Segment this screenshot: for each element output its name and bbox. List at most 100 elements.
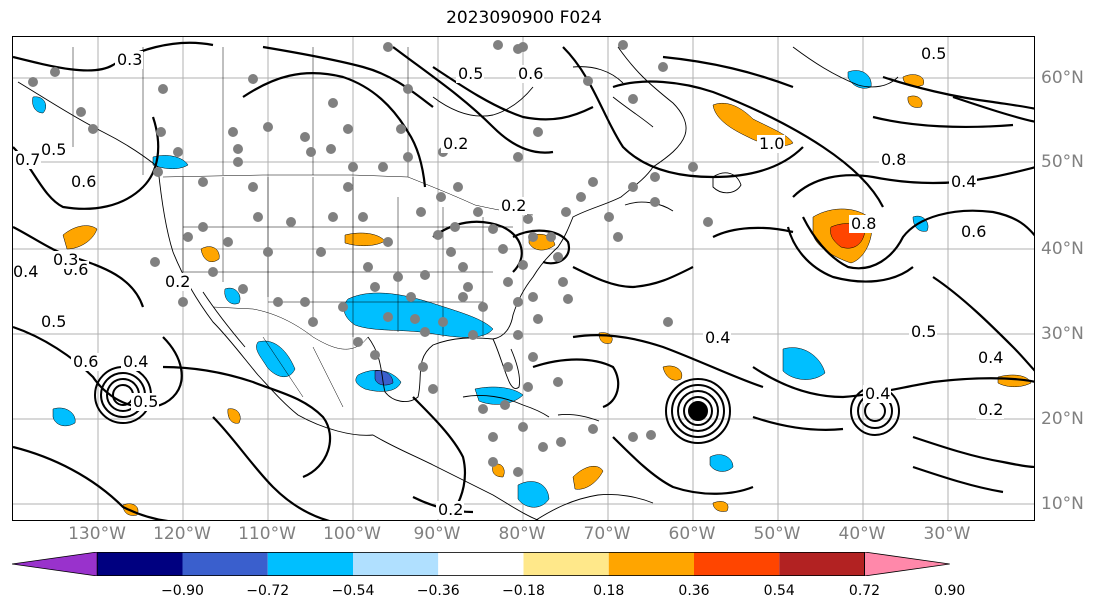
fill-cold-canada xyxy=(152,155,189,169)
coastlines xyxy=(17,46,899,520)
latitude-label: 60°N xyxy=(1041,68,1084,88)
contour-label: 0.2 xyxy=(438,500,463,519)
observation-marker xyxy=(363,262,373,272)
fill-warm-greenland2 xyxy=(907,95,923,108)
contour-label: 0.3 xyxy=(53,250,78,269)
fill-cold-mexico xyxy=(256,340,296,377)
longitude-labels: 130°W 120°W 110°W 100°W 90°W 80°W 70°W 60°W 50°W… xyxy=(12,524,1035,548)
observation-marker xyxy=(503,277,513,287)
contour-29 xyxy=(912,435,1034,469)
observation-marker xyxy=(316,247,326,257)
observation-marker xyxy=(553,252,563,262)
observation-marker xyxy=(76,107,86,117)
observation-marker xyxy=(383,312,393,322)
observation-marker xyxy=(618,40,628,50)
map-plot-area[interactable]: 0.3 0.6 0.5 0.7 0.6 0.3 0.4 0.2 0.5 0.6 0.5 0.2 0.4 0… xyxy=(12,36,1035,521)
observation-marker xyxy=(198,177,208,187)
longitude-label: 80°W xyxy=(498,524,546,544)
observation-marker xyxy=(410,314,420,324)
coast-cuba xyxy=(462,394,550,418)
observation-marker xyxy=(183,232,193,242)
observation-marker xyxy=(518,260,528,270)
contour-5 xyxy=(13,445,169,520)
observation-marker xyxy=(343,124,353,134)
latitude-label: 30°N xyxy=(1041,324,1084,344)
observation-marker xyxy=(518,422,528,432)
contour-27 xyxy=(752,366,1034,399)
colorbar-segment xyxy=(438,552,524,576)
observation-marker xyxy=(263,122,273,132)
contour-label-bg xyxy=(71,353,99,371)
contour-23 xyxy=(212,416,330,520)
observation-marker xyxy=(478,302,488,312)
contour-26 xyxy=(572,333,764,389)
observation-marker xyxy=(546,232,556,242)
observation-marker xyxy=(358,212,368,222)
contour-label-bg xyxy=(39,141,67,159)
observation-marker xyxy=(306,147,316,157)
observation-marker xyxy=(503,362,513,372)
observation-marker xyxy=(650,172,660,182)
coast-hispaniola xyxy=(557,414,600,422)
observation-marker xyxy=(428,384,438,394)
contour-label: 0.5 xyxy=(458,64,483,83)
observation-markers xyxy=(28,40,713,477)
colorbar-extend-min xyxy=(12,552,98,576)
contour-label: 1.0 xyxy=(759,134,784,153)
colorbar-segment xyxy=(694,552,780,576)
contour-label-bg xyxy=(976,401,1004,419)
contour-label-bg xyxy=(516,65,544,83)
observation-marker xyxy=(528,292,538,302)
colorbar-segment xyxy=(779,552,865,576)
fill-warm-pacific xyxy=(62,225,98,250)
observation-marker xyxy=(343,182,353,192)
coast-labrador xyxy=(612,96,654,128)
contour-label-bg xyxy=(13,151,41,169)
observation-marker xyxy=(328,98,338,108)
contour-label-bg xyxy=(849,215,877,233)
observation-marker xyxy=(513,152,523,162)
contour-label: 0.6 xyxy=(518,64,543,83)
coast-baja xyxy=(202,291,246,348)
observation-marker xyxy=(198,222,208,232)
observation-marker xyxy=(588,424,598,434)
coast-canada-east xyxy=(617,46,687,168)
longitude-label: 30°W xyxy=(923,524,971,544)
observation-marker xyxy=(513,297,523,307)
observation-marker xyxy=(453,182,463,192)
observation-marker xyxy=(533,314,543,324)
observation-marker xyxy=(396,124,406,134)
fill-warm-hurricane xyxy=(662,365,683,381)
contour-label: 0.5 xyxy=(41,140,66,159)
contour-label: 0.5 xyxy=(911,322,936,341)
colorbar-segment xyxy=(97,552,183,576)
contour-label: 0.6 xyxy=(961,222,986,241)
observation-marker xyxy=(403,84,413,94)
observation-marker xyxy=(458,292,468,302)
latitude-label: 20°N xyxy=(1041,409,1084,429)
observation-marker xyxy=(248,182,258,192)
colorbar-tick-label: −0.54 xyxy=(331,583,375,599)
observation-marker xyxy=(528,352,538,362)
observation-marker xyxy=(468,330,478,340)
observation-marker xyxy=(233,157,243,167)
contour-1 xyxy=(13,41,214,72)
colorbar-tick-label: 0.72 xyxy=(848,583,881,599)
observation-marker xyxy=(576,192,586,202)
observation-marker xyxy=(393,272,403,282)
coast-hudson xyxy=(432,86,534,117)
observation-marker xyxy=(248,74,258,84)
observation-marker xyxy=(523,214,533,224)
observation-marker xyxy=(338,302,348,312)
fill-warm-mexico-pacific xyxy=(227,408,241,424)
observation-marker xyxy=(478,404,488,414)
observation-marker xyxy=(513,467,523,477)
contour-label-bg xyxy=(959,223,987,241)
fill-cold-caribbean xyxy=(517,481,550,508)
contour-13 xyxy=(792,166,1034,198)
contour-label-bg xyxy=(121,353,149,371)
contour-25 xyxy=(532,358,620,409)
latitude-label: 10°N xyxy=(1041,494,1084,514)
observation-marker xyxy=(326,144,336,154)
longitude-label: 50°W xyxy=(753,524,801,544)
